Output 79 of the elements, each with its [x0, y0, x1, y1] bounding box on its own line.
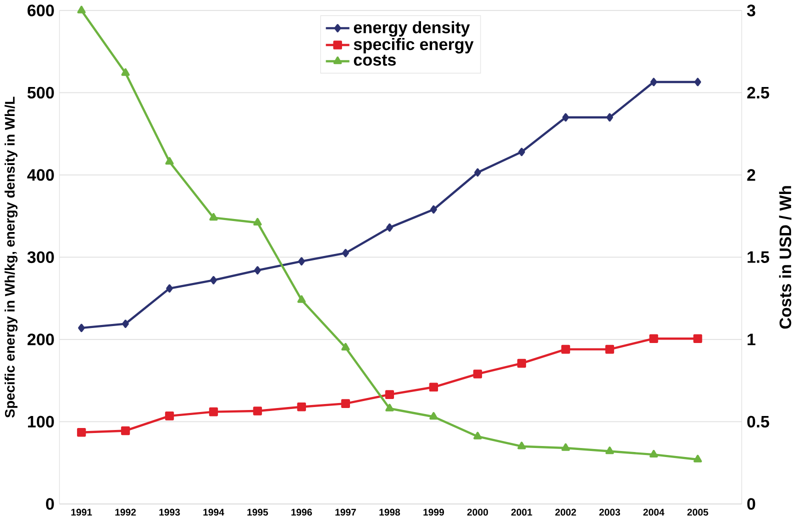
legend-label: specific energy — [354, 38, 474, 54]
legend-label: costs — [354, 54, 396, 66]
y-tick-label: 400 — [27, 168, 54, 181]
point — [165, 411, 174, 420]
point — [253, 406, 262, 416]
y2-tick-label: 2.5 — [747, 86, 770, 98]
x-tick-label: 2000 — [467, 508, 488, 516]
point — [606, 113, 614, 122]
point — [297, 402, 306, 412]
point — [649, 334, 658, 343]
point — [561, 344, 570, 354]
y2-axis-title: Costs in USD / Wh — [779, 186, 792, 329]
x-tick-label: 1991 — [71, 508, 92, 516]
point — [121, 426, 130, 436]
point — [562, 113, 570, 122]
point — [254, 266, 261, 274]
point — [473, 432, 482, 440]
y-tick-label: 500 — [27, 86, 54, 98]
y-tick-label: 200 — [28, 333, 54, 346]
point — [605, 344, 614, 354]
y-tick-label: 100 — [28, 416, 54, 428]
point — [385, 404, 394, 412]
x-tick-label: 1993 — [159, 508, 180, 516]
x-tick-label: 1999 — [423, 508, 444, 516]
y-tick-label: 0 — [46, 498, 54, 510]
point — [605, 446, 614, 454]
y2-tick-label: 1.5 — [748, 251, 770, 263]
point — [77, 428, 86, 437]
point — [297, 295, 306, 303]
y2-tick-label: 3 — [747, 4, 756, 16]
point — [385, 390, 394, 399]
y2-tick-label: 2 — [747, 169, 756, 181]
point — [209, 212, 218, 220]
y2-tick-label: 0.5 — [747, 416, 770, 428]
point — [165, 156, 174, 165]
x-tick-label: 2005 — [687, 508, 708, 516]
x-tick-label: 1994 — [203, 508, 224, 516]
point — [694, 454, 702, 462]
point — [77, 6, 86, 14]
x-tick-label: 1998 — [379, 508, 400, 516]
point — [650, 450, 658, 458]
point — [518, 148, 526, 156]
x-tick-label: 1997 — [335, 508, 356, 516]
point — [693, 334, 702, 343]
point — [342, 248, 349, 258]
point — [166, 284, 173, 292]
point — [429, 382, 438, 392]
x-tick-label: 2002 — [555, 508, 576, 516]
y-axis-title: Specific energy in Wh/kg, energy density in Wh/L — [4, 96, 18, 418]
x-tick-label: 1996 — [291, 508, 312, 516]
point — [474, 168, 482, 177]
point — [341, 342, 350, 350]
legend-label: energy density — [354, 21, 470, 37]
y-tick-label: 300 — [27, 251, 54, 263]
y2-tick-label: 0 — [747, 498, 756, 510]
point — [210, 276, 217, 284]
x-tick-label: 2004 — [643, 508, 664, 516]
point — [122, 320, 129, 328]
x-tick-label: 2003 — [599, 508, 620, 516]
point — [121, 68, 130, 76]
y2-tick-label: 1 — [748, 334, 756, 346]
point — [694, 78, 702, 86]
x-tick-label: 2001 — [511, 508, 532, 516]
point — [298, 257, 305, 266]
point — [517, 442, 526, 450]
point — [517, 358, 526, 368]
x-tick-label: 1992 — [115, 508, 136, 516]
point — [78, 324, 85, 332]
point — [386, 223, 393, 232]
point — [650, 78, 658, 86]
point — [473, 369, 482, 378]
point — [430, 205, 437, 214]
point — [561, 443, 570, 451]
point — [341, 399, 350, 408]
point — [429, 412, 438, 420]
point — [253, 218, 262, 226]
x-tick-label: 1995 — [247, 508, 268, 516]
point — [209, 407, 218, 416]
y-tick-label: 600 — [28, 4, 54, 16]
